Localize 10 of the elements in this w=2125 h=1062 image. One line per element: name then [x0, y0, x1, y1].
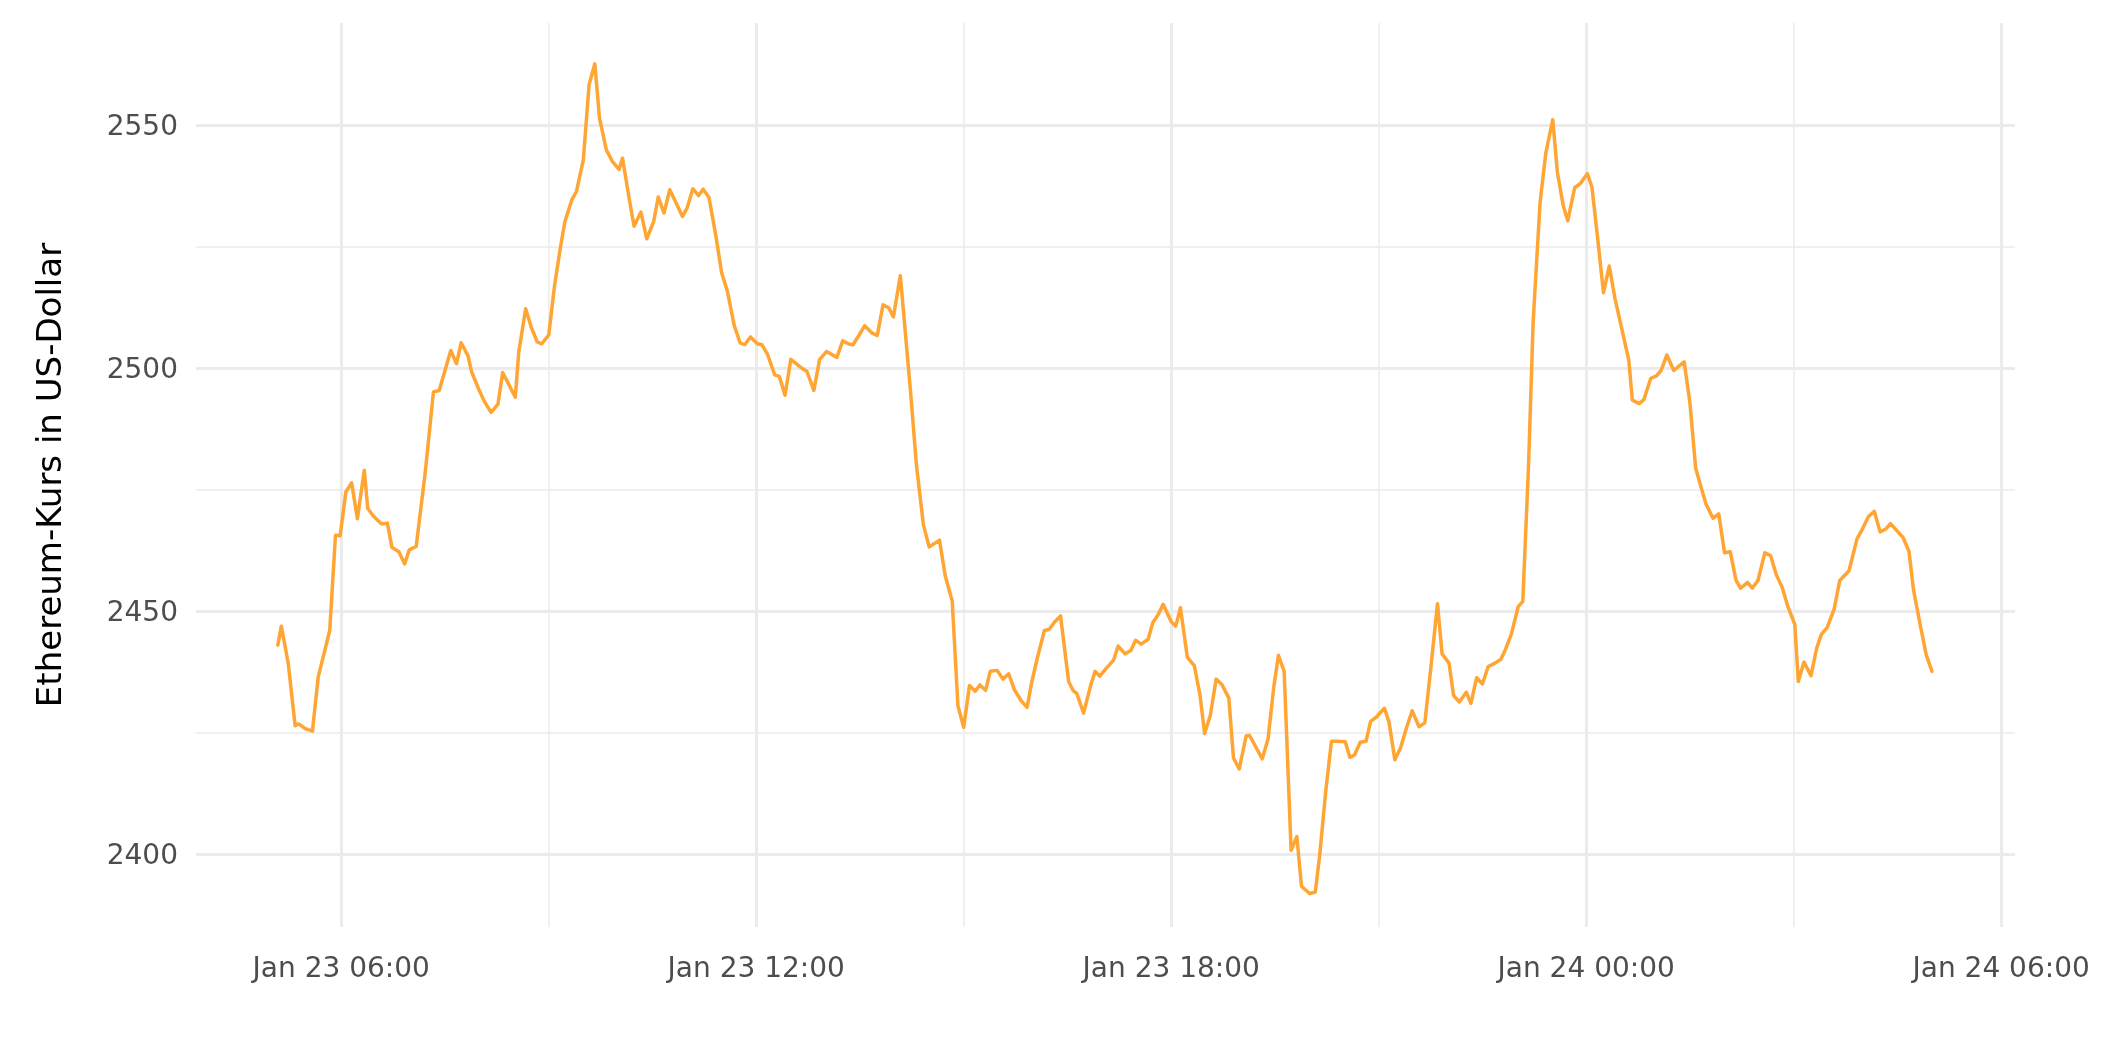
y-axis-title: Ethereum-Kurs in US-Dollar — [29, 242, 69, 708]
y-tick-label: 2550 — [106, 108, 178, 142]
x-tick-label: Jan 24 06:00 — [1910, 950, 2090, 984]
y-tick-label: 2400 — [106, 837, 178, 871]
x-tick-label: Jan 23 18:00 — [1080, 950, 1260, 984]
y-tick-label: 2450 — [106, 594, 178, 628]
y-tick-label: 2500 — [106, 351, 178, 385]
x-tick-label: Jan 24 00:00 — [1495, 950, 1675, 984]
x-tick-label: Jan 23 06:00 — [250, 950, 430, 984]
x-tick-label: Jan 23 12:00 — [665, 950, 845, 984]
